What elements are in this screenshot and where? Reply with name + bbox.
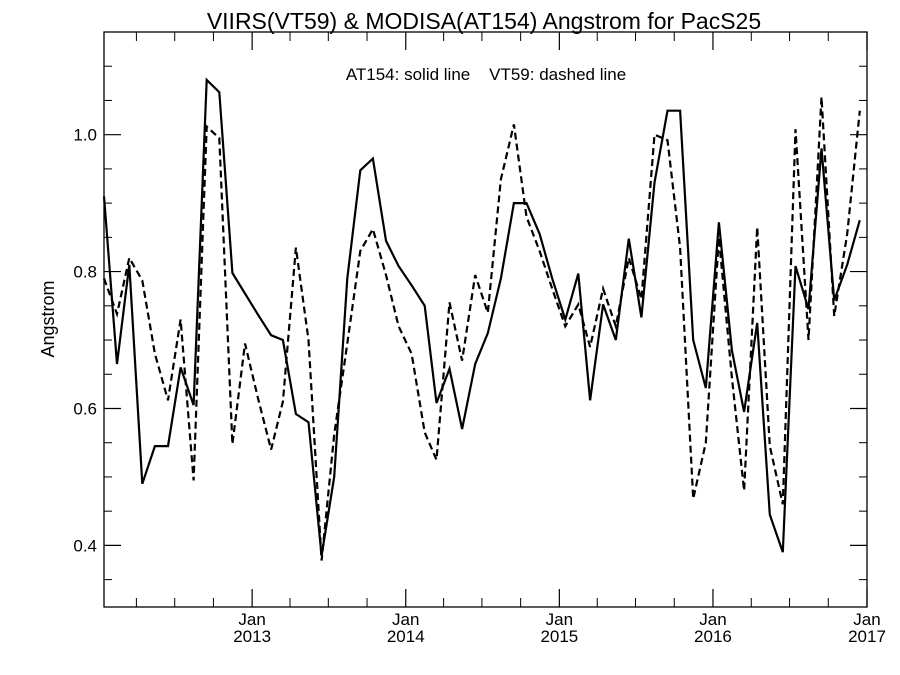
y-axis-label: Angstrom — [38, 280, 58, 357]
y-tick-label: 0.8 — [73, 263, 97, 282]
x-tick-label-month: Jan — [546, 610, 573, 629]
x-tick-label-year: 2017 — [848, 627, 886, 646]
y-tick-label: 0.6 — [73, 399, 97, 418]
series-line-vt59 — [102, 96, 861, 561]
x-tick-label-year: 2016 — [694, 627, 732, 646]
x-tick-label-month: Jan — [699, 610, 726, 629]
x-tick-label-month: Jan — [853, 610, 880, 629]
y-axis-ticks: 0.4 0.6 0.8 1.0 — [73, 65, 867, 581]
y-tick-label: 1.0 — [73, 126, 97, 145]
x-tick-label-year: 2013 — [233, 627, 271, 646]
plot-frame — [103, 31, 868, 608]
series-lines — [102, 77, 861, 561]
x-tick-label-year: 2014 — [387, 627, 425, 646]
x-tick-label-month: Jan — [392, 610, 419, 629]
y-tick-label: 0.4 — [73, 536, 97, 555]
chart-title: VIIRS(VT59) & MODISA(AT154) Angstrom for… — [207, 8, 761, 34]
x-tick-label-year: 2015 — [540, 627, 578, 646]
series-line-at154 — [102, 77, 861, 556]
x-tick-label-month: Jan — [238, 610, 265, 629]
series-annotation: AT154: solid line VT59: dashed line — [346, 65, 626, 84]
